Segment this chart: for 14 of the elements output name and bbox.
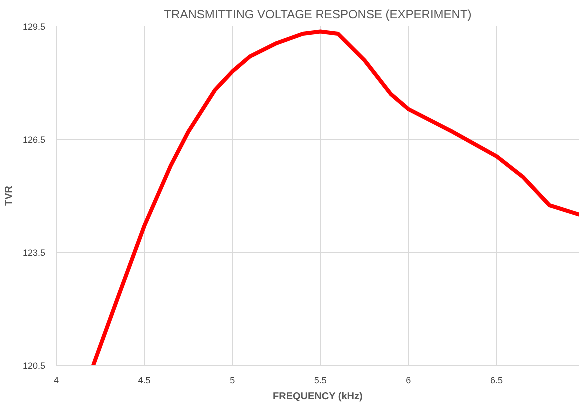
y-axis-title: TVR [4, 185, 15, 206]
x-tick-label: 6.5 [490, 376, 503, 386]
x-tick-label: 4.5 [138, 376, 151, 386]
chart-title: TRANSMITTING VOLTAGE RESPONSE (EXPERIMENT) [164, 8, 472, 22]
x-tick-label: 6 [406, 376, 412, 386]
y-tick-label: 120.5 [22, 361, 46, 371]
x-tick-label: 4 [54, 376, 60, 386]
line-series [91, 30, 579, 366]
y-tick-label: 123.5 [22, 248, 46, 258]
x-axis-title: FREQUENCY (kHz) [273, 392, 363, 402]
y-tick-label: 129.5 [22, 22, 46, 32]
x-tick-label: 5.5 [314, 376, 327, 386]
x-tick-label: 5 [230, 376, 236, 386]
y-tick-label: 126.5 [22, 135, 46, 145]
